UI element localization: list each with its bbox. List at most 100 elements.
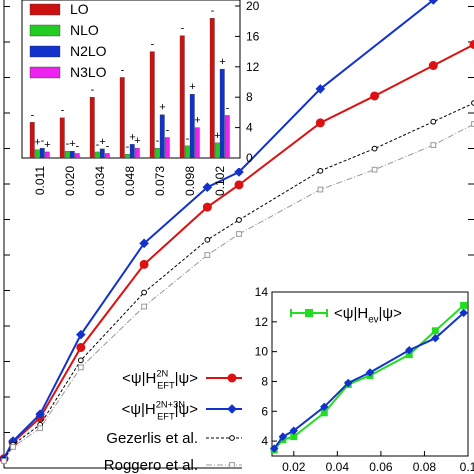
bar [164,137,170,159]
series-line [3,123,474,462]
inset-data-point [405,345,414,355]
bar-sign-label: - [151,39,155,51]
bar [184,145,190,159]
data-point [234,167,244,177]
bar [149,51,155,159]
legend-label: Roggero et al. [104,457,198,474]
bar-y-tick-label: 0 [246,151,253,165]
data-point [430,118,437,125]
legend-label: Gezerlis et al. [106,430,198,447]
bar-legend-label: NLO [70,22,99,38]
inset-y-tick-label: 4 [261,434,268,448]
bar-sign-label: - [121,64,125,76]
bar-sign-label: - [226,102,230,114]
data-point [204,236,211,243]
bar-y-tick-label: 16 [246,29,260,43]
bar [129,144,135,159]
inset-data-point [460,301,468,309]
legend-label: <ψ|H2N+3N EFT|ψ> [122,400,199,422]
bar [224,115,230,159]
bar-sign-label: - [166,124,170,136]
inset-y-tick-label: 14 [255,285,269,299]
bar-sign-label: + [134,135,140,147]
data-point [315,118,325,128]
main-series [0,0,439,464]
data-point [204,252,211,258]
data-point [76,329,86,340]
inset-x-tick-label: 0.04 [326,460,350,474]
data-point [236,231,242,237]
bar-sign-label: + [159,102,165,114]
inset-series [269,308,468,453]
bar-legend-label: LO [70,1,89,17]
inset-data-point [431,327,439,335]
bar-sign-label: + [189,81,195,93]
data-point [77,357,84,364]
bar [119,77,125,159]
data-point [139,259,149,269]
inset-data-point [344,378,353,388]
bar [124,154,130,159]
inset-y-tick-label: 12 [255,315,269,329]
data-point [35,409,45,419]
inset-y-tick-label: 10 [255,345,269,359]
bar-legend-label: N2LO [70,43,107,59]
data-point [469,39,474,49]
main-legend: <ψ|H2N EFT|ψ> <ψ|H2N+3N EFT|ψ> Gezerlis et a… [104,369,258,474]
bar [44,151,50,159]
data-point [371,166,378,173]
bar [154,147,160,159]
inset-data-point [431,334,440,343]
bar [189,94,195,159]
inset-x-tick-label: 0.02 [282,460,306,474]
bar [39,147,45,159]
bar-y-tick-label: 12 [246,60,260,74]
bar [214,142,220,159]
bar-sign-label: + [44,139,50,151]
data-point [315,84,326,94]
data-point [236,217,242,223]
main-series [1,121,474,464]
bar-sign-label: - [186,133,190,145]
bar-sign-label: - [41,135,45,147]
bar [159,114,165,159]
bar-sign-label: - [211,5,215,17]
bar-sign-label: + [219,56,225,68]
bar-sign-label: - [76,140,80,152]
bar [59,117,65,159]
bar-category-label: 0.102 [213,166,227,196]
bar [99,148,105,159]
inset-x-tick-label: 0.1 [460,460,474,474]
inset-data-point [320,402,329,411]
inset-legend-marker [305,309,313,317]
data-point [77,364,84,371]
inset-frame [271,291,469,457]
bar-sign-label: - [66,138,70,150]
bar-sign-label: - [106,140,110,152]
bar-sign-label: + [129,131,135,143]
bar-sign-label: + [194,115,200,127]
bar-legend-label: N3LO [70,64,107,80]
data-point [430,142,437,148]
inset-y-tick-label: 6 [261,404,268,418]
inset-data-point [290,433,298,441]
data-point [317,167,324,174]
bar-legend-swatch [29,3,61,16]
bar-legend-swatch [29,45,61,58]
bar [74,153,80,159]
bar [34,149,40,159]
bar [219,68,225,159]
inset-data-point [320,409,328,417]
inset-data-point [365,368,375,377]
bar-category-label: 0.011 [33,166,47,195]
bar-legend-swatch [29,66,61,79]
inset-data-point [289,426,298,435]
data-point [317,186,324,193]
bar [134,147,140,159]
data-point [139,238,149,249]
bar [64,151,70,159]
inset-x-tick-label: 0.06 [369,460,393,474]
inset-data-point [459,308,468,318]
data-point [234,180,244,190]
bar-sign-label: + [99,136,105,148]
